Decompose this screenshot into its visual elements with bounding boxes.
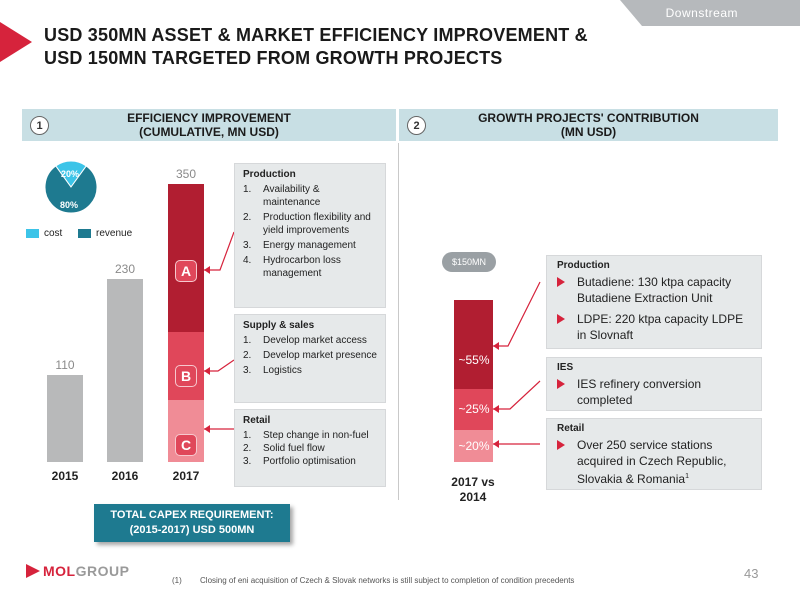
list-item: 1. Step change in non-fuel [243, 430, 369, 441]
mol-logo-icon [26, 564, 40, 578]
bar-value-2016: 230 [114, 262, 136, 277]
list-item: 1. Develop market access [243, 335, 367, 346]
growth-segment-retail [454, 429, 493, 462]
section-divider [398, 143, 399, 500]
list-item: 2. Develop market presence [243, 350, 377, 361]
list-item: Butadiene: 130 ktpa capacity Butadiene E… [557, 274, 753, 306]
x-label-2017-vs-2014: 2017 vs 2014 [451, 475, 495, 504]
footnote-number: (1) [172, 576, 182, 585]
retail-levers-title: Retail [243, 415, 271, 426]
production-levers-title: Production [243, 169, 296, 180]
production-levers-box: Production 1. Availability & maintenance … [234, 163, 386, 308]
logo-group-text: GROUP [75, 563, 130, 579]
retail-levers-box: Retail 1. Step change in non-fuel 2. Solid… [234, 409, 386, 487]
list-item: LDPE: 220 ktpa capacity LDPE in Slovnaft [557, 311, 753, 343]
footnote-text: Closing of eni acquisition of Czech & Sl… [200, 576, 575, 585]
list-item: 1. Availability & maintenance [243, 184, 321, 208]
legend-revenue-label: revenue [96, 228, 133, 239]
footnote: (1) Closing of eni acquisition of Czech … [172, 576, 574, 585]
growth-production-box: Production Butadiene: 130 ktpa capacity … [546, 255, 762, 349]
efficiency-heading-line1: EFFICIENCY IMPROVEMENT [127, 111, 291, 125]
growth-retail-box: Retail Over 250 service stations acquire… [546, 418, 762, 490]
legend-revenue: revenue [78, 228, 132, 239]
badge-c: C [175, 434, 197, 456]
supply-sales-title: Supply & sales [243, 320, 315, 331]
x-label-2015: 2015 [51, 469, 79, 483]
arrow-retail [493, 440, 499, 448]
page-title-line1: USD 350MN ASSET & MARKET EFFICIENCY IMPR… [44, 25, 588, 45]
x-label-2017: 2017 [172, 469, 200, 483]
bar-2015 [47, 374, 83, 462]
efficiency-heading-line2: (CUMULATIVE, MN USD) [139, 125, 279, 139]
total-capex-box: TOTAL CAPEX REQUIREMENT: (2015-2017) USD… [94, 504, 290, 542]
page-number: 43 [744, 566, 759, 581]
legend-cost: cost [26, 228, 62, 239]
growth-label-production: ~55% [458, 352, 490, 367]
growth-heading-line2: (MN USD) [560, 125, 617, 139]
list-item: 3. Energy management [243, 240, 356, 251]
section-number-1: 1 [30, 116, 49, 135]
badge-a: A [175, 260, 197, 283]
efficiency-section-header: 1 EFFICIENCY IMPROVEMENT (CUMULATIVE, MN… [22, 109, 396, 141]
growth-production-title: Production [557, 260, 610, 271]
list-item: 3. Logistics [243, 365, 302, 376]
pie-chart [44, 160, 98, 214]
capex-line2: (2015-2017) USD 500MN [129, 524, 255, 536]
badge-b: B [175, 365, 197, 388]
bullet-triangle-icon [557, 440, 565, 450]
growth-ies-title: IES [557, 362, 574, 373]
bullet-triangle-icon [557, 379, 565, 389]
pie-label-revenue: 80% [60, 200, 79, 210]
bullet-triangle-icon [557, 314, 565, 324]
list-item: 2. Production flexibility and yield impro… [243, 212, 371, 236]
page-title-line2: USD 150MN TARGETED FROM GROWTH PROJECTS [44, 48, 503, 68]
cost-revenue-pie: 20% 80% [44, 160, 98, 214]
growth-heading-line1: GROWTH PROJECTS' CONTRIBUTION [478, 111, 699, 125]
connector-a [204, 231, 235, 271]
list-item: Over 250 service stations acquired in Cz… [557, 437, 753, 487]
list-item: 3. Portfolio optimisation [243, 456, 356, 467]
arrow-c [204, 425, 210, 433]
list-item: IES refinery conversion completed [557, 376, 753, 408]
legend-cost-label: cost [44, 228, 63, 239]
growth-retail-title: Retail [557, 423, 585, 434]
total-150mn-pill: $150MN [442, 252, 496, 272]
arrow-a [204, 266, 210, 274]
list-item: 2. Solid fuel flow [243, 443, 325, 454]
bar-2017-segment-a [168, 184, 204, 333]
bar-value-2015: 110 [55, 357, 75, 372]
arrow-production [493, 342, 499, 350]
capex-line1: TOTAL CAPEX REQUIREMENT: [110, 509, 274, 521]
section-number-2: 2 [407, 116, 426, 135]
growth-segment-production [454, 300, 493, 390]
bar-value-2017: 350 [175, 167, 197, 181]
legend-cost-swatch [26, 229, 39, 238]
growth-ies-box: IES IES refinery conversion completed [546, 357, 762, 411]
connector-production [493, 281, 541, 347]
arrow-b [204, 367, 210, 375]
mol-group-logo: MOL GROUP [26, 563, 129, 579]
corner-accent [0, 22, 32, 62]
growth-section-header: 2 GROWTH PROJECTS' CONTRIBUTION (MN USD) [399, 109, 778, 141]
growth-label-retail: ~20% [458, 438, 490, 453]
list-item: 4. Hydrocarbon loss management [243, 255, 341, 279]
growth-segment-ies [454, 389, 493, 430]
section-tag: Downstream [620, 0, 800, 26]
x-label-2016: 2016 [111, 469, 139, 483]
legend-revenue-swatch [78, 229, 91, 238]
bullet-triangle-icon [557, 277, 565, 287]
supply-sales-box: Supply & sales 1. Develop market access 2… [234, 314, 386, 403]
pie-slice-revenue [44, 165, 98, 214]
pie-label-cost: 20% [61, 169, 80, 179]
growth-label-ies: ~25% [458, 402, 490, 417]
logo-mol-text: MOL [43, 563, 76, 579]
page-title: USD 350MN ASSET & MARKET EFFICIENCY IMPR… [44, 24, 644, 70]
arrow-ies [493, 405, 499, 413]
bar-2016 [107, 279, 143, 462]
footnote-marker: 1 [685, 473, 689, 480]
